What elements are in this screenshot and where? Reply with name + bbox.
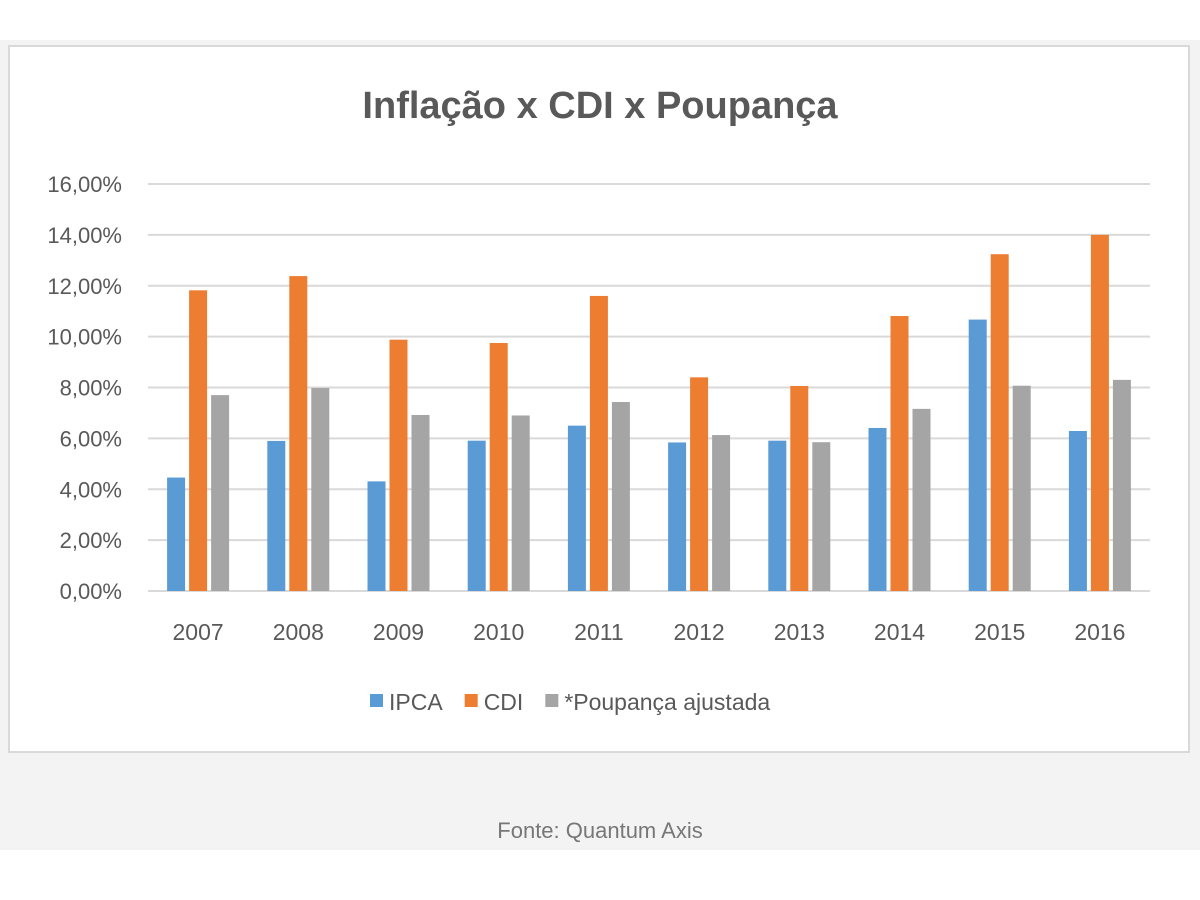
y-tick-label: 0,00% <box>60 579 122 604</box>
legend-swatch <box>370 694 383 707</box>
x-tick-label: 2013 <box>774 619 825 645</box>
bar-cdi <box>289 276 308 591</box>
bar-cdi <box>990 254 1009 591</box>
y-tick-label: 16,00% <box>47 172 122 197</box>
y-tick-label: 8,00% <box>60 376 122 401</box>
bar-poupanaajustada <box>211 395 230 591</box>
y-tick-label: 6,00% <box>60 426 122 451</box>
y-tick-label: 14,00% <box>47 223 122 248</box>
chart-title: Inflação x CDI x Poupança <box>362 85 838 127</box>
bar-ipca <box>868 427 887 591</box>
x-tick-label: 2012 <box>674 619 725 645</box>
bar-cdi <box>189 290 208 591</box>
legend-label: IPCA <box>389 689 443 715</box>
x-tick-label: 2014 <box>874 619 925 645</box>
source-note: Fonte: Quantum Axis <box>497 818 703 843</box>
y-tick-label: 4,00% <box>60 477 122 502</box>
bar-poupanaajustada <box>511 415 530 591</box>
bar-poupanaajustada <box>311 388 330 591</box>
bar-poupanaajustada <box>1112 379 1131 591</box>
bar-cdi <box>790 385 809 591</box>
bar-poupanaajustada <box>912 408 931 591</box>
bar-poupanaajustada <box>611 401 630 591</box>
bar-poupanaajustada <box>411 414 430 591</box>
x-tick-label: 2015 <box>974 619 1025 645</box>
bar-ipca <box>968 319 987 591</box>
bar-cdi <box>1090 234 1109 591</box>
bar-poupanaajustada <box>1012 385 1031 591</box>
x-tick-label: 2008 <box>273 619 324 645</box>
y-tick-label: 10,00% <box>47 325 122 350</box>
bar-poupanaajustada <box>712 435 731 591</box>
bar-cdi <box>389 339 408 591</box>
x-tick-label: 2007 <box>173 619 224 645</box>
bar-ipca <box>467 440 486 591</box>
y-tick-label: 12,00% <box>47 274 122 299</box>
bar-ipca <box>367 481 386 591</box>
bar-ipca <box>167 477 186 591</box>
bar-ipca <box>1068 430 1087 591</box>
bar-ipca <box>267 440 286 591</box>
legend-swatch <box>464 694 478 707</box>
bar-ipca <box>768 440 787 591</box>
bar-ipca <box>567 425 586 591</box>
bar-cdi <box>890 316 909 591</box>
x-tick-label: 2010 <box>473 619 524 645</box>
x-tick-label: 2009 <box>373 619 424 645</box>
legend-label: CDI <box>484 689 524 715</box>
y-tick-label: 2,00% <box>60 528 122 553</box>
legend-label: *Poupança ajustada <box>564 689 770 715</box>
bar-ipca <box>668 442 687 591</box>
bar-cdi <box>489 342 508 591</box>
legend-swatch <box>545 694 559 707</box>
bar-poupanaajustada <box>812 442 831 591</box>
bar-cdi <box>690 377 709 591</box>
x-tick-label: 2016 <box>1074 619 1125 645</box>
x-tick-label: 2011 <box>574 619 623 645</box>
bar-cdi <box>589 295 608 591</box>
